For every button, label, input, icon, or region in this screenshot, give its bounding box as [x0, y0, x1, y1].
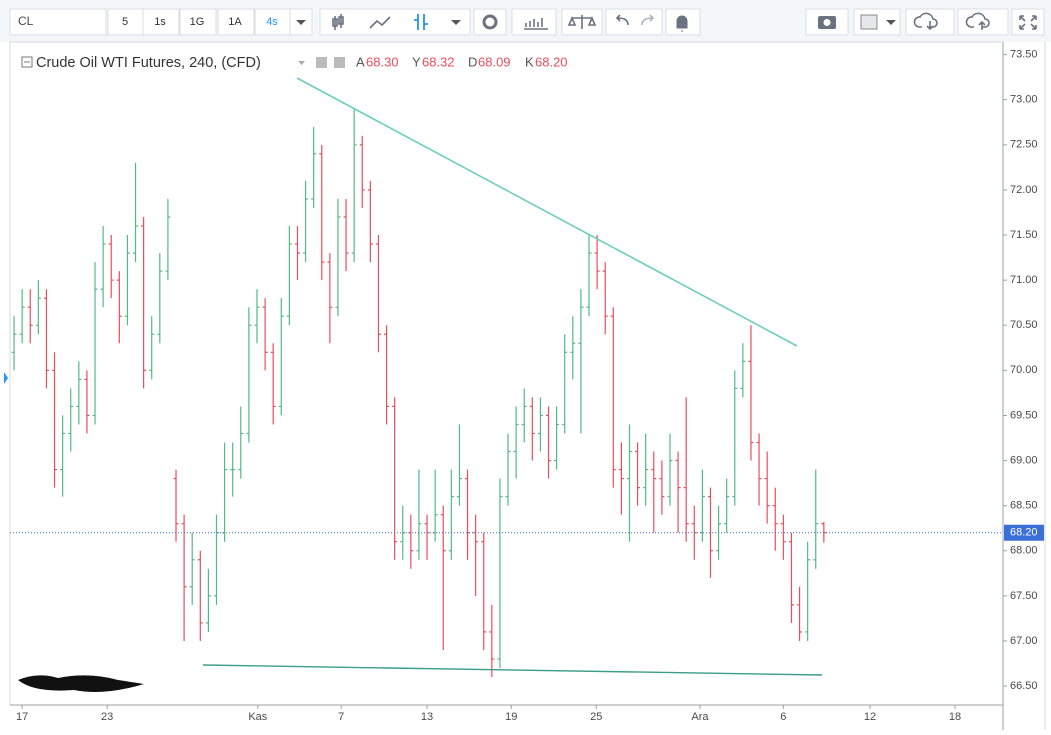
settings-icon[interactable]	[334, 57, 345, 68]
eye-icon[interactable]	[316, 57, 327, 68]
interval-label: 1s	[154, 16, 166, 28]
redaction	[18, 675, 144, 692]
title-dropdown[interactable]	[298, 61, 305, 65]
symbol-box[interactable]	[9, 8, 107, 36]
cloud-up-icon	[965, 12, 990, 30]
settings-button[interactable]	[473, 8, 507, 36]
interval-group: 5 1s 1G 1A 4s	[107, 8, 292, 36]
x-tick-label: 23	[101, 711, 113, 723]
legend-value: 68.20	[535, 54, 568, 69]
x-tick-label: 6	[780, 711, 786, 723]
bar-icon[interactable]	[414, 14, 428, 30]
y-tick-label: 67.00	[1010, 635, 1038, 647]
interval-label: 4s	[266, 16, 278, 28]
y-tick-label: 69.50	[1010, 409, 1038, 421]
y-tick-label: 73.50	[1010, 49, 1038, 61]
compare-icon	[567, 15, 597, 29]
interval-label: 1G	[190, 16, 205, 28]
legend-label: Y	[412, 54, 421, 69]
interval-button[interactable]	[107, 8, 145, 36]
tool-group[interactable]	[319, 8, 471, 36]
dropdown-arrow	[886, 20, 896, 25]
x-tick-label: 17	[16, 711, 28, 723]
fullscreen-icon	[1019, 15, 1037, 30]
legend-label: A	[356, 54, 365, 69]
symbol: CL	[18, 14, 34, 28]
chart-title: Crude Oil WTI Futures, 240, (CFD)	[36, 55, 261, 71]
chart-type-tools	[319, 8, 471, 36]
legend-label: D	[468, 54, 477, 69]
y-tick-label: 68.00	[1010, 545, 1038, 557]
dropdown-arrow	[296, 20, 306, 25]
y-tick-label: 71.00	[1010, 274, 1038, 286]
trend-line	[296, 77, 798, 347]
candle-icon[interactable]	[332, 14, 344, 30]
x-tick-label: 13	[421, 711, 433, 723]
legend: A 68.30 Y 68.32 D 68.09 K 68.20	[356, 54, 568, 69]
y-tick-label: 71.50	[1010, 229, 1038, 241]
y-tick-label: 66.50	[1010, 680, 1038, 692]
legend-label: K	[525, 54, 534, 69]
undo-icon	[615, 14, 629, 26]
interval-button[interactable]	[142, 8, 180, 36]
cloud-down-icon	[913, 12, 938, 31]
y-tick-label: 72.50	[1010, 139, 1038, 151]
interval-label: 5	[122, 16, 128, 28]
x-tick-label: 7	[338, 711, 344, 723]
trend-line	[202, 664, 823, 676]
interval-button[interactable]	[254, 8, 292, 36]
y-tick-label: 69.00	[1010, 454, 1038, 466]
interval-label: 1A	[228, 16, 242, 28]
x-tick-label: Ara	[691, 711, 709, 723]
last-price-label: 68.20	[1010, 527, 1038, 539]
x-tick-label: 12	[864, 711, 876, 723]
redo-icon	[641, 14, 655, 26]
y-tick-label: 70.00	[1010, 364, 1038, 376]
dropdown-arrow	[451, 20, 461, 25]
x-tick-label: 18	[949, 711, 961, 723]
y-tick-label: 68.50	[1010, 500, 1038, 512]
y-tick-label: 67.50	[1010, 590, 1038, 602]
color-swatch	[860, 14, 878, 30]
camera-lens	[823, 19, 831, 26]
interval-button[interactable]	[179, 8, 217, 36]
undo-redo[interactable]	[605, 8, 663, 36]
gear-icon	[482, 14, 498, 30]
line-icon[interactable]	[369, 16, 391, 29]
x-tick-label: 19	[505, 711, 517, 723]
y-tick-label: 70.50	[1010, 319, 1038, 331]
y-tick-label: 72.00	[1010, 184, 1038, 196]
fullscreen-button[interactable]	[1011, 8, 1045, 36]
legend-value: 68.32	[422, 54, 455, 69]
y-tick-label: 73.00	[1010, 94, 1038, 106]
x-tick-label: Kas	[248, 711, 267, 723]
plot	[11, 108, 827, 678]
legend-value: 68.09	[478, 54, 511, 69]
interval-button[interactable]	[217, 8, 255, 36]
last-price-box	[1004, 524, 1044, 541]
scroll-marker	[4, 372, 8, 384]
legend-value: 68.30	[366, 54, 399, 69]
alert-icon	[676, 15, 688, 32]
x-tick-label: 25	[590, 711, 602, 723]
collapse-icon[interactable]	[21, 56, 33, 68]
indicators-icon	[524, 18, 548, 30]
